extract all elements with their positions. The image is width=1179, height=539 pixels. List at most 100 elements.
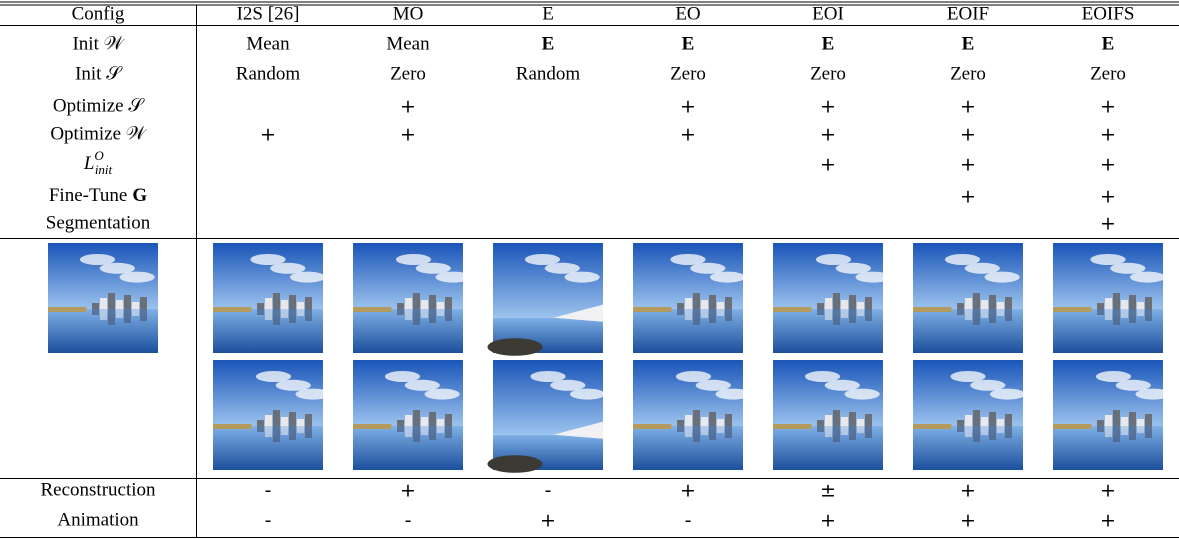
photo xyxy=(913,243,1023,353)
reflection xyxy=(965,426,972,437)
photo xyxy=(1053,243,1165,353)
building xyxy=(725,414,732,426)
cell: + xyxy=(820,124,836,146)
reflection xyxy=(1137,426,1144,433)
building xyxy=(1121,417,1128,426)
cell: + xyxy=(1100,213,1116,235)
row-label: Optimize 𝒲 xyxy=(50,123,147,144)
reflection xyxy=(693,309,700,325)
photo xyxy=(773,360,883,470)
building xyxy=(421,417,428,426)
photo xyxy=(213,243,325,353)
cloud xyxy=(990,389,1025,400)
reflection xyxy=(817,426,824,432)
cell: + xyxy=(680,480,696,502)
cell: + xyxy=(1100,96,1116,118)
reflection xyxy=(273,309,280,325)
cloud xyxy=(856,272,891,283)
reflection xyxy=(841,426,848,435)
cell: + xyxy=(680,96,696,118)
building xyxy=(849,295,856,309)
reflection xyxy=(857,309,864,316)
cell: Random xyxy=(516,63,581,84)
reflection xyxy=(289,426,296,440)
reflection xyxy=(1105,309,1112,320)
photo xyxy=(913,360,1025,470)
photo xyxy=(488,243,604,356)
reflection xyxy=(825,426,832,437)
photo xyxy=(773,243,891,353)
reflection xyxy=(421,309,428,318)
building xyxy=(857,419,864,426)
building xyxy=(265,298,272,309)
reflection xyxy=(397,309,404,315)
building xyxy=(289,295,296,309)
building xyxy=(1005,414,1012,426)
reflection xyxy=(413,309,420,325)
building xyxy=(833,410,840,426)
building xyxy=(132,302,139,309)
building xyxy=(124,295,131,309)
building xyxy=(1005,297,1012,309)
reflection xyxy=(445,309,452,321)
reflection xyxy=(281,426,288,435)
building xyxy=(1129,295,1136,309)
building xyxy=(685,415,692,426)
building xyxy=(957,420,964,426)
cloud xyxy=(565,272,600,283)
reflection xyxy=(1005,309,1012,321)
photo xyxy=(1053,360,1171,470)
reflection xyxy=(140,309,147,321)
cell: + xyxy=(1100,480,1116,502)
cell: - xyxy=(265,480,272,502)
reflection xyxy=(1005,426,1012,438)
reeds xyxy=(1053,424,1092,429)
row-label: Animation xyxy=(57,509,139,530)
cell: Random xyxy=(236,63,301,84)
building xyxy=(1105,298,1112,309)
column-header: I2S [26] xyxy=(237,3,300,24)
reflection xyxy=(437,426,444,433)
cloud xyxy=(436,272,471,283)
rocks xyxy=(488,455,543,473)
cell: + xyxy=(680,124,696,146)
cell: E xyxy=(1102,33,1115,54)
building xyxy=(1113,410,1120,426)
building xyxy=(257,420,264,426)
reflection xyxy=(685,309,692,320)
reeds xyxy=(633,424,672,429)
building xyxy=(265,415,272,426)
reflection xyxy=(281,309,288,318)
building xyxy=(841,417,848,426)
building xyxy=(281,300,288,309)
reeds xyxy=(913,424,952,429)
building xyxy=(725,297,732,309)
building xyxy=(92,303,99,309)
math-sup: O xyxy=(94,148,104,163)
cell: Zero xyxy=(810,63,846,84)
cloud xyxy=(290,272,325,283)
reflection xyxy=(693,426,700,442)
reflection xyxy=(397,426,404,432)
reflection xyxy=(857,426,864,433)
building xyxy=(421,300,428,309)
reflection xyxy=(833,309,840,325)
cell: - xyxy=(265,510,272,532)
cell: E xyxy=(542,33,555,54)
cell: E xyxy=(822,33,835,54)
cloud xyxy=(845,389,880,400)
reflection xyxy=(957,426,964,432)
cell: E xyxy=(682,33,695,54)
reflection xyxy=(1137,309,1144,316)
building xyxy=(693,293,700,309)
reeds xyxy=(353,307,392,312)
reflection xyxy=(265,426,272,437)
column-header: Config xyxy=(72,3,125,24)
reflection xyxy=(1121,426,1128,435)
reflection xyxy=(124,309,131,323)
building xyxy=(273,410,280,426)
building xyxy=(405,298,412,309)
reflection xyxy=(989,426,996,440)
photo xyxy=(213,360,331,470)
reflection xyxy=(817,309,824,315)
